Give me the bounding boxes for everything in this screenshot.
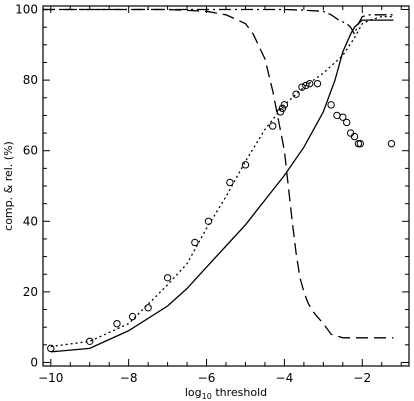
y-tick-label: 60 bbox=[23, 144, 38, 158]
axis-ticks bbox=[43, 6, 409, 366]
data-point bbox=[387, 139, 396, 148]
x-axis-label-main: log bbox=[185, 386, 202, 399]
series-line-long-dash bbox=[43, 8, 394, 339]
y-tick-label: 40 bbox=[23, 214, 38, 228]
data-point bbox=[226, 178, 234, 187]
y-tick-label: 0 bbox=[30, 355, 38, 369]
marker-group bbox=[47, 79, 396, 353]
data-point bbox=[346, 129, 355, 137]
data-point bbox=[298, 83, 306, 91]
data-point bbox=[280, 101, 289, 109]
axis-tick-labels: −10 −8 −6 −4 −2 0 20 40 60 80 100 bbox=[15, 3, 371, 385]
y-axis-label: comp. & rel. (%) bbox=[2, 141, 15, 231]
y-tick-label: 100 bbox=[15, 3, 38, 17]
data-point bbox=[241, 161, 250, 169]
y-tick-label: 80 bbox=[23, 73, 38, 87]
data-point bbox=[163, 274, 172, 282]
data-point bbox=[356, 139, 365, 148]
plot-frame bbox=[42, 5, 410, 367]
data-point bbox=[292, 90, 300, 98]
data-point bbox=[144, 304, 152, 312]
data-point bbox=[278, 104, 287, 113]
data-point bbox=[276, 108, 285, 116]
data-point bbox=[343, 118, 351, 127]
x-axis-label-sub: 10 bbox=[202, 392, 212, 401]
x-tick-label: −2 bbox=[353, 371, 371, 385]
x-tick-label: −10 bbox=[38, 371, 63, 385]
data-point bbox=[339, 113, 347, 121]
x-tick-label: −4 bbox=[276, 371, 294, 385]
data-point bbox=[128, 312, 137, 321]
data-point bbox=[327, 101, 335, 109]
data-point bbox=[86, 337, 94, 345]
data-point bbox=[354, 139, 363, 148]
x-axis-label: log10 threshold bbox=[185, 386, 267, 401]
data-point bbox=[306, 79, 314, 88]
data-point bbox=[350, 132, 359, 141]
data-point bbox=[269, 122, 277, 130]
series-line-dash-dot bbox=[43, 8, 394, 36]
x-tick-label: −8 bbox=[120, 371, 138, 385]
x-tick-label: −6 bbox=[198, 371, 216, 385]
data-point bbox=[302, 81, 310, 90]
series-group bbox=[43, 8, 394, 353]
x-axis-label-rest: threshold bbox=[212, 386, 267, 399]
series-line-dotted bbox=[50, 15, 394, 348]
data-point bbox=[47, 344, 55, 353]
data-point bbox=[113, 319, 121, 328]
data-point bbox=[313, 79, 322, 88]
series-line-solid bbox=[50, 19, 394, 353]
data-point bbox=[204, 217, 213, 225]
y-tick-label: 20 bbox=[23, 285, 38, 299]
data-point bbox=[191, 238, 199, 247]
